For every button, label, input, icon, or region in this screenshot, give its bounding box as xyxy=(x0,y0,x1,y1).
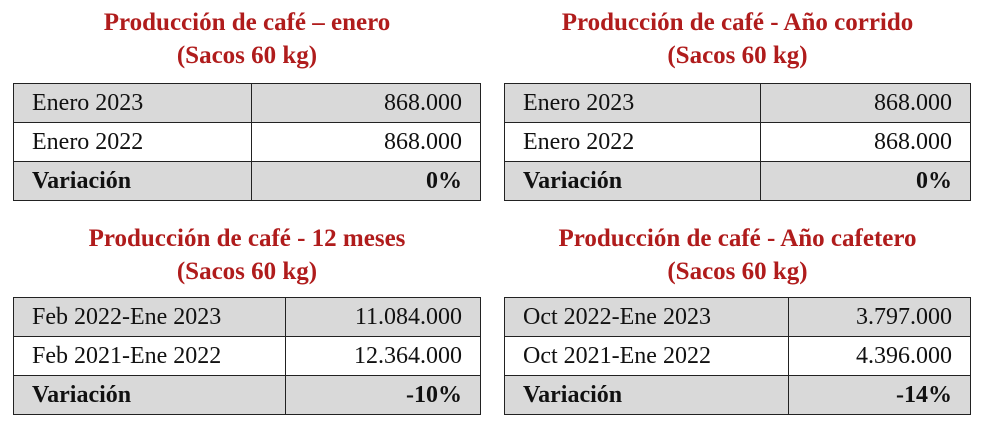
row-label: Variación xyxy=(13,161,252,201)
row-value: 868.000 xyxy=(251,83,481,123)
row-label: Variación xyxy=(504,375,789,415)
row-value: 868.000 xyxy=(251,122,481,162)
row-value: 12.364.000 xyxy=(285,336,481,376)
row-label: Oct 2021-Ene 2022 xyxy=(504,336,789,376)
row-label: Enero 2023 xyxy=(504,83,761,123)
table-subtitle: (Sacos 60 kg) xyxy=(667,42,808,69)
table-row: Variación -10% xyxy=(13,375,481,415)
table-row: Variación -14% xyxy=(504,375,971,415)
table-row: Enero 2022 868.000 xyxy=(504,122,971,162)
row-value: 868.000 xyxy=(760,83,971,123)
table-subtitle: (Sacos 60 kg) xyxy=(667,258,808,285)
row-label: Feb 2021-Ene 2022 xyxy=(13,336,286,376)
row-label: Variación xyxy=(13,375,286,415)
table-row: Variación 0% xyxy=(13,161,481,201)
table-title: Producción de café - Año cafetero xyxy=(558,225,917,252)
row-value: -14% xyxy=(788,375,971,415)
table-subtitle: (Sacos 60 kg) xyxy=(176,42,318,69)
table-subtitle: (Sacos 60 kg) xyxy=(176,258,318,285)
table-title: Producción de café – enero xyxy=(103,9,391,36)
table-row: Feb 2021-Ene 2022 12.364.000 xyxy=(13,336,481,376)
table-row: Enero 2023 868.000 xyxy=(504,83,971,123)
row-label: Enero 2022 xyxy=(504,122,761,162)
row-value: 0% xyxy=(251,161,481,201)
data-table: Enero 2023 868.000 Enero 2022 868.000 Variac… xyxy=(13,83,481,201)
row-label: Feb 2022-Ene 2023 xyxy=(13,297,286,337)
table-row: Enero 2023 868.000 xyxy=(13,83,481,123)
table-title: Producción de café - Año corrido xyxy=(561,9,914,36)
table-row: Oct 2021-Ene 2022 4.396.000 xyxy=(504,336,971,376)
row-value: 4.396.000 xyxy=(788,336,971,376)
data-table: Feb 2022-Ene 2023 11.084.000 Feb 2021-Ene … xyxy=(13,297,481,415)
table-title: Producción de café - 12 meses xyxy=(88,225,406,252)
row-value: -10% xyxy=(285,375,481,415)
table-row: Variación 0% xyxy=(504,161,971,201)
row-value: 0% xyxy=(760,161,971,201)
row-value: 3.797.000 xyxy=(788,297,971,337)
table-row: Feb 2022-Ene 2023 11.084.000 xyxy=(13,297,481,337)
row-value: 11.084.000 xyxy=(285,297,481,337)
data-table: Oct 2022-Ene 2023 3.797.000 Oct 2021-Ene 2… xyxy=(504,297,971,415)
table-row: Oct 2022-Ene 2023 3.797.000 xyxy=(504,297,971,337)
table-row: Enero 2022 868.000 xyxy=(13,122,481,162)
data-table: Enero 2023 868.000 Enero 2022 868.000 Variac… xyxy=(504,83,971,201)
row-label: Variación xyxy=(504,161,761,201)
row-label: Enero 2022 xyxy=(13,122,252,162)
row-label: Enero 2023 xyxy=(13,83,252,123)
row-value: 868.000 xyxy=(760,122,971,162)
row-label: Oct 2022-Ene 2023 xyxy=(504,297,789,337)
